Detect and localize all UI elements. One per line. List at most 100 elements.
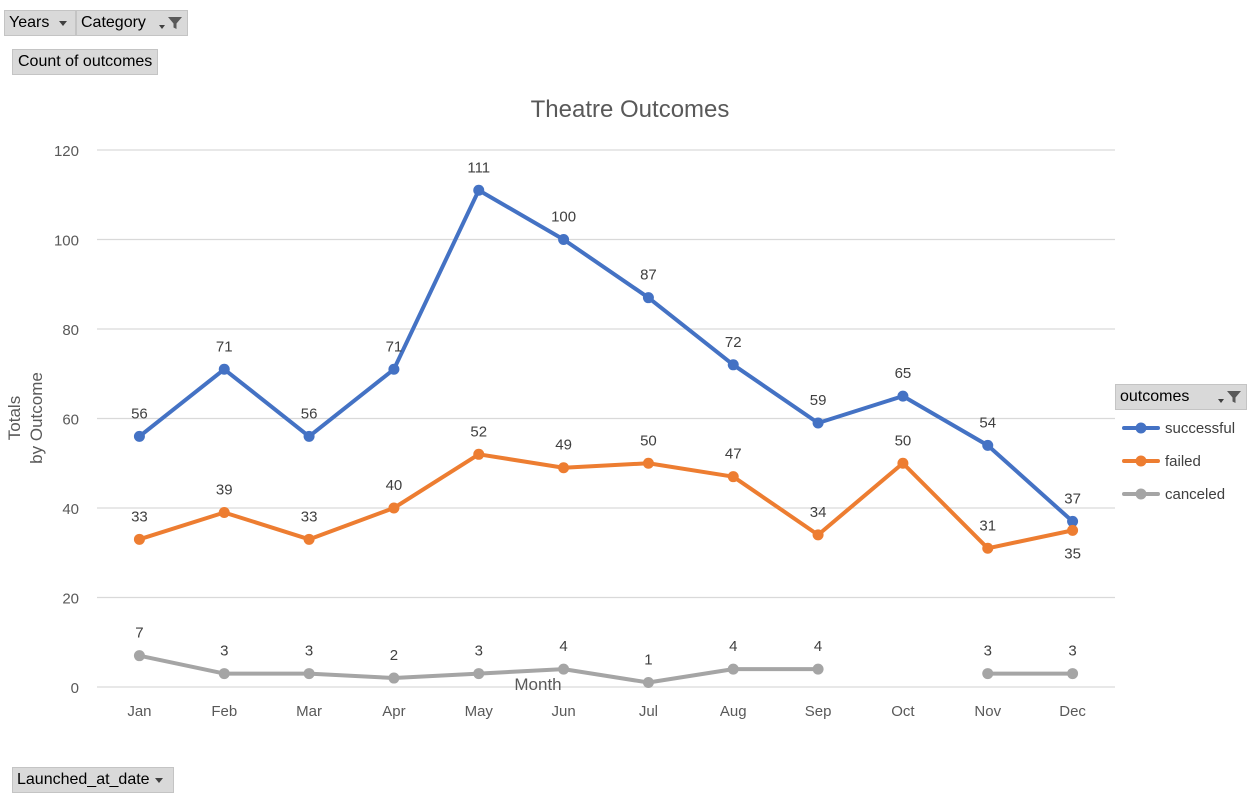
x-tick-label: Dec [1059, 703, 1086, 720]
data-point-canceled [558, 663, 570, 675]
data-point-canceled [388, 672, 400, 684]
data-label-failed: 50 [895, 432, 912, 449]
outcomes-field-button[interactable]: outcomes [1115, 384, 1247, 410]
chart-title: Theatre Outcomes [531, 96, 730, 123]
data-point-failed [1067, 524, 1079, 536]
data-label-canceled: 7 [135, 625, 143, 642]
category-field-button[interactable]: Category [76, 10, 188, 36]
data-point-canceled [1067, 668, 1079, 680]
y-tick-label: 80 [62, 322, 79, 339]
data-label-failed: 50 [640, 432, 657, 449]
years-field-label: Years [9, 14, 50, 31]
data-label-successful: 65 [895, 365, 912, 382]
data-point-failed [812, 529, 824, 541]
data-point-failed [897, 457, 909, 469]
x-tick-label: Oct [891, 703, 915, 720]
data-point-failed [473, 448, 485, 460]
y-axis-title-line2: by Outcome [27, 372, 46, 464]
x-tick-label: Jun [551, 703, 575, 720]
x-tick-label: May [465, 703, 494, 720]
data-point-successful [388, 363, 400, 375]
series-line-failed [137, 452, 1075, 551]
value-field-label: Count of outcomes [18, 53, 153, 70]
data-label-failed: 34 [810, 504, 827, 521]
y-tick-label: 0 [71, 680, 79, 697]
data-label-canceled: 3 [475, 643, 483, 660]
legend-label-canceled: canceled [1165, 486, 1225, 503]
data-label-canceled: 4 [559, 638, 567, 655]
data-label-failed: 39 [216, 481, 233, 498]
y-tick-label: 20 [62, 591, 79, 608]
series-line-successful [137, 188, 1075, 524]
data-label-failed: 35 [1064, 545, 1081, 562]
data-point-failed [133, 533, 145, 545]
data-label-canceled: 3 [984, 643, 992, 660]
data-label-canceled: 3 [305, 643, 313, 660]
x-tick-label: Feb [211, 703, 237, 720]
data-label-canceled: 2 [390, 647, 398, 664]
data-label-canceled: 3 [1068, 643, 1076, 660]
data-label-failed: 33 [301, 508, 318, 525]
data-point-successful [982, 439, 994, 451]
y-tick-label: 40 [62, 501, 79, 518]
chevron-down-icon[interactable] [155, 777, 163, 783]
years-field-button[interactable]: Years [4, 10, 76, 36]
data-label-canceled: 3 [220, 643, 228, 660]
funnel-filter-icon[interactable] [167, 15, 183, 31]
data-point-canceled [812, 663, 824, 675]
data-label-failed: 49 [555, 437, 572, 454]
launched-at-date-field-button[interactable]: Launched_at_date [12, 767, 174, 793]
data-point-canceled [473, 668, 485, 680]
data-point-successful [642, 292, 654, 304]
launched-at-date-field-label: Launched_at_date [17, 771, 150, 788]
data-label-successful: 72 [725, 334, 742, 351]
data-label-failed: 33 [131, 508, 148, 525]
data-point-failed [642, 457, 654, 469]
data-label-failed: 52 [470, 423, 487, 440]
data-point-failed [303, 533, 315, 545]
data-label-failed: 47 [725, 446, 742, 463]
data-point-canceled [642, 677, 654, 689]
x-tick-label: Nov [974, 703, 1001, 720]
data-point-failed [388, 502, 400, 514]
chevron-down-icon[interactable] [59, 20, 67, 26]
y-axis-title-line1: Totals [5, 396, 24, 440]
data-label-failed: 40 [386, 477, 403, 494]
data-point-successful [897, 390, 909, 402]
funnel-filter-icon[interactable] [1226, 389, 1242, 405]
data-point-successful [1067, 515, 1079, 527]
data-point-successful [558, 234, 570, 245]
y-tick-label: 120 [54, 143, 79, 160]
legend-marker-failed [1135, 455, 1147, 467]
legend-marker-canceled [1135, 488, 1147, 500]
x-axis-title: Month [514, 675, 561, 694]
chevron-down-icon[interactable] [159, 25, 165, 29]
legend-label-failed: failed [1165, 453, 1201, 470]
data-label-successful: 59 [810, 392, 827, 409]
data-label-canceled: 4 [814, 638, 822, 655]
data-point-failed [982, 542, 994, 554]
data-point-successful [727, 359, 739, 371]
x-tick-label: Sep [805, 703, 832, 720]
data-label-successful: 71 [386, 338, 403, 355]
data-point-failed [218, 506, 230, 518]
series-line-canceled [137, 653, 821, 685]
data-label-successful: 54 [979, 414, 996, 431]
data-point-canceled [727, 663, 739, 675]
category-field-label: Category [81, 14, 146, 31]
value-field-button[interactable]: Count of outcomes [12, 49, 158, 75]
data-label-failed: 31 [979, 517, 996, 534]
x-tick-label: Mar [296, 703, 322, 720]
y-tick-label: 60 [62, 412, 79, 429]
chevron-down-icon[interactable] [1218, 399, 1224, 403]
data-label-successful: 71 [216, 338, 233, 355]
data-point-failed [558, 462, 570, 474]
data-point-successful [812, 417, 824, 429]
legend-marker-successful [1135, 422, 1147, 434]
data-label-successful: 87 [640, 267, 657, 284]
legend-label-successful: successful [1165, 420, 1235, 437]
data-label-successful: 56 [131, 405, 148, 422]
data-point-failed [727, 471, 739, 483]
y-tick-label: 100 [54, 233, 79, 250]
